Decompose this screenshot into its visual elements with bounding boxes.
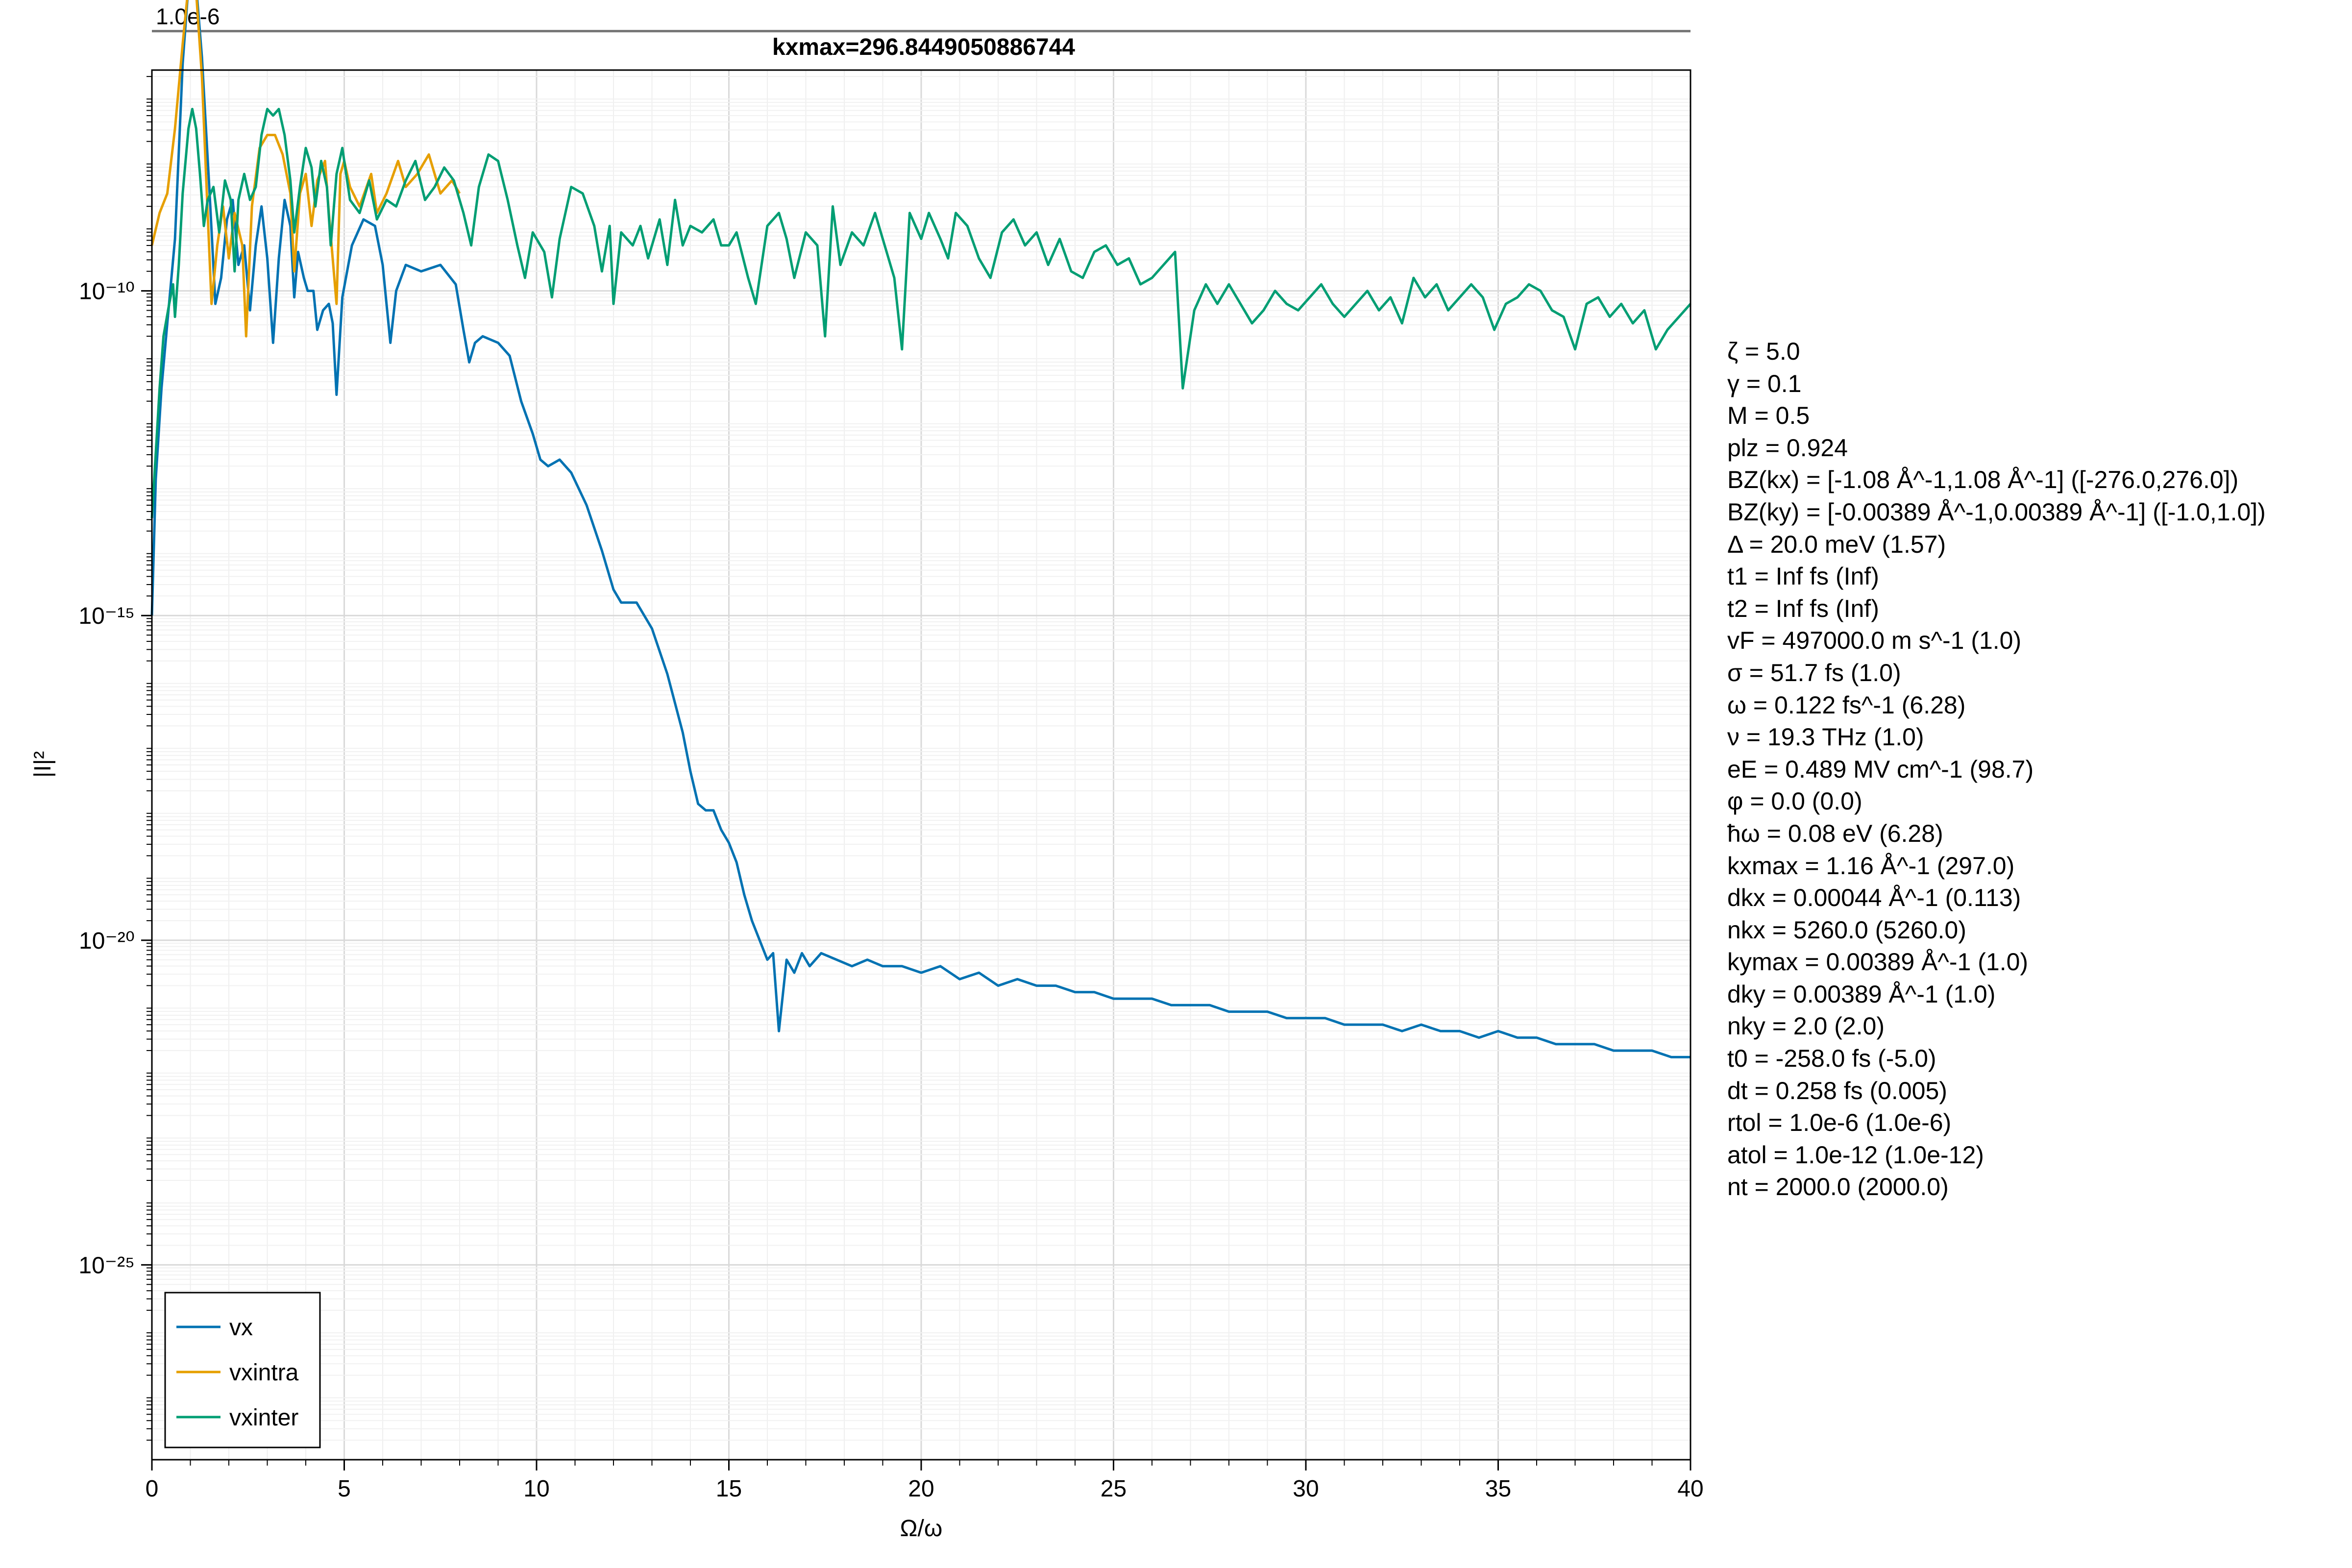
parameter-line: dkx = 0.00044 Å^-1 (0.113) [1727,884,2021,912]
legend-label-vxinter: vxinter [229,1405,298,1431]
series-line-vxinter [150,108,1691,518]
parameter-line: vF = 497000.0 m s^-1 (1.0) [1727,627,2022,655]
parameter-line: nkx = 5260.0 (5260.0) [1727,916,1966,944]
y-tick-label: 10⁻²⁰ [79,928,135,954]
x-axis-label: Ω/ω [900,1516,943,1542]
parameter-line: t2 = Inf fs (Inf) [1727,594,1879,622]
parameter-line: dky = 0.00389 Å^-1 (1.0) [1727,980,1996,1008]
x-tick-label: 35 [1485,1476,1511,1502]
parameter-line: t1 = Inf fs (Inf) [1727,563,1879,590]
parameter-line: ν = 19.3 THz (1.0) [1727,723,1924,751]
y-axis-label: |I|² [30,751,56,778]
series-line-vx [150,0,1690,1058]
parameter-line: rtol = 1.0e-6 (1.0e-6) [1727,1109,1952,1137]
y-tick-label: 10⁻¹⁰ [79,279,135,305]
parameter-line: dt = 0.258 fs (0.005) [1727,1077,1947,1104]
x-tick-label: 20 [908,1476,934,1502]
series-group [150,0,1691,1058]
x-tick-label: 5 [338,1476,351,1502]
parameter-line: ħω = 0.08 eV (6.28) [1727,819,1943,847]
parameter-line: ζ = 5.0 [1727,338,1800,365]
parameter-line: nt = 2000.0 (2000.0) [1727,1173,1949,1201]
parameter-line: kymax = 0.00389 Å^-1 (1.0) [1727,948,2029,976]
parameter-line: φ = 0.0 (0.0) [1727,787,1862,815]
parameter-line: nky = 2.0 (2.0) [1727,1012,1885,1040]
x-axis-ticks: 0 5 10 15 20 25 30 35 40 [146,1460,1704,1502]
parameter-line: atol = 1.0e-12 (1.0e-12) [1727,1141,1984,1169]
legend-label-vxintra: vxintra [229,1360,299,1386]
parameter-panel: ζ = 5.0 γ = 0.1 M = 0.5 plz = 0.924 BZ(kx) =… [1727,336,2340,1203]
parameter-line: kxmax = 1.16 Å^-1 (297.0) [1727,852,2015,880]
parameter-line: t0 = -258.0 fs (-5.0) [1727,1045,1936,1073]
x-tick-label: 30 [1293,1476,1319,1502]
parameter-line: Δ = 20.0 meV (1.57) [1727,530,1946,558]
parameter-line: BZ(kx) = [-1.08 Å^-1,1.08 Å^-1] ([-276.0… [1727,466,2239,494]
reference-lines: 0.0011.0e-6 [152,3,1690,32]
legend-box [164,1292,321,1448]
x-tick-label: 10 [523,1476,549,1502]
grid [152,70,1690,1460]
parameter-line: ω = 0.122 fs^-1 (6.28) [1727,691,1966,719]
x-tick-label: 25 [1101,1476,1127,1502]
legend-label-vx: vx [229,1315,253,1341]
parameter-line: M = 0.5 [1727,402,1810,430]
legend: vx vxintra vxinter [164,1292,321,1448]
x-tick-label: 0 [146,1476,159,1502]
x-tick-label: 15 [716,1476,742,1502]
parameter-line: eE = 0.489 MV cm^-1 (98.7) [1727,755,2034,783]
parameter-line: σ = 51.7 fs (1.0) [1727,659,1901,686]
chart-title: kxmax=296.8449050886744 [772,34,1075,60]
parameter-line: plz = 0.924 [1727,434,1848,462]
parameter-line: γ = 0.1 [1727,369,1802,397]
x-tick-label: 40 [1677,1476,1703,1502]
parameter-line: BZ(ky) = [-0.00389 Å^-1,0.00389 Å^-1] ([… [1727,498,2266,526]
y-tick-label: 10⁻²⁵ [78,1252,135,1278]
y-tick-label: 10⁻¹⁵ [78,603,135,629]
